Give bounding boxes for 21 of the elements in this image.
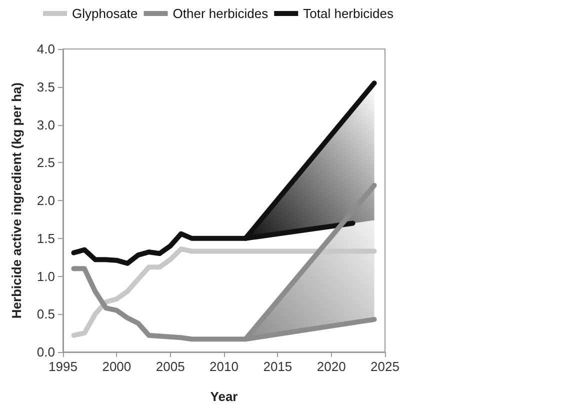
y-tick-label: 3.0: [36, 117, 55, 132]
y-tick-label: 3.5: [36, 79, 55, 94]
x-tick-label: 2010: [210, 359, 238, 374]
legend-label: Glyphosate: [72, 6, 138, 21]
y-tick-label: 0.0: [36, 344, 55, 360]
x-tick-label: 2020: [316, 359, 346, 374]
x-tick-label: 2000: [102, 359, 132, 374]
x-axis-title: Year: [210, 389, 238, 404]
y-tick-label: 1.0: [36, 268, 55, 284]
x-tick-label: 2025: [370, 359, 400, 374]
x-tick-label: 2015: [263, 359, 292, 374]
y-tick-label: 2.5: [36, 155, 55, 170]
x-tick-label: 2005: [156, 359, 185, 374]
legend-label: Other herbicides: [172, 6, 269, 21]
y-tick-label: 1.5: [36, 230, 55, 246]
legend-label: Total herbicides: [303, 6, 394, 21]
x-tick-label: 1995: [48, 359, 78, 374]
y-tick-label: 0.5: [36, 306, 55, 322]
y-tick-label: 4.0: [36, 42, 55, 56]
y-axis-title: Herbicide active ingredient (kg per ha): [9, 82, 24, 319]
y-tick-label: 2.0: [36, 193, 55, 208]
